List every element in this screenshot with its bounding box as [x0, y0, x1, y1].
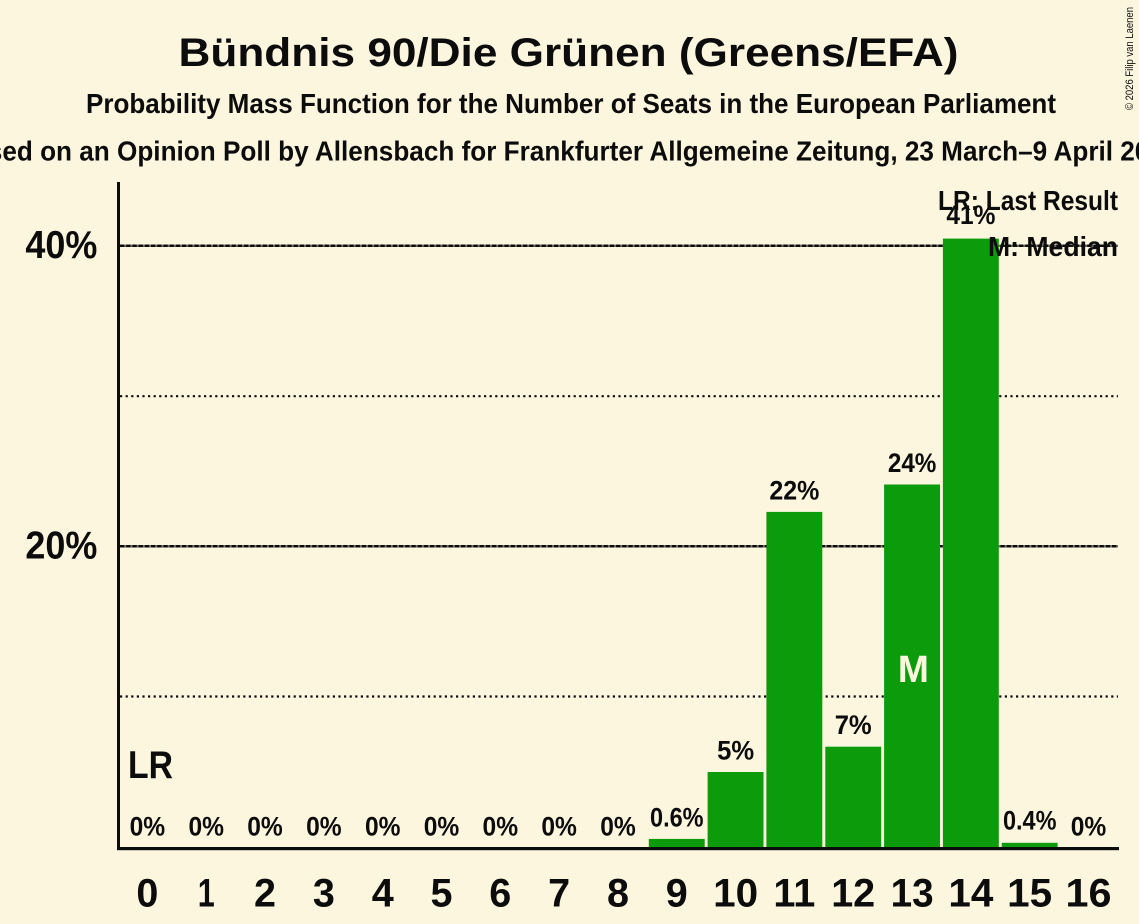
svg-text:22%: 22% [769, 475, 819, 505]
svg-text:0.6%: 0.6% [650, 803, 704, 833]
svg-text:Based on an Opinion Poll by Al: Based on an Opinion Poll by Allensbach f… [0, 135, 1139, 166]
svg-text:0%: 0% [306, 811, 342, 841]
svg-text:10: 10 [713, 871, 758, 915]
svg-text:24%: 24% [888, 448, 937, 478]
svg-text:0: 0 [136, 871, 158, 915]
svg-text:0%: 0% [130, 811, 166, 841]
svg-text:13: 13 [891, 871, 934, 915]
svg-text:0%: 0% [365, 811, 401, 841]
svg-text:41%: 41% [946, 200, 995, 230]
svg-text:40%: 40% [25, 224, 97, 267]
svg-text:7: 7 [548, 871, 570, 915]
svg-text:0.4%: 0.4% [1003, 806, 1057, 836]
svg-text:15: 15 [1007, 871, 1052, 915]
svg-text:1: 1 [198, 871, 215, 915]
svg-text:0%: 0% [424, 811, 460, 841]
svg-text:3: 3 [313, 871, 335, 915]
svg-text:2: 2 [254, 871, 276, 915]
svg-text:M: Median: M: Median [988, 231, 1118, 262]
svg-text:6: 6 [489, 871, 511, 915]
svg-text:0%: 0% [1071, 811, 1107, 841]
svg-text:12: 12 [831, 871, 875, 915]
svg-text:0%: 0% [541, 811, 577, 841]
svg-text:M: M [898, 649, 929, 691]
svg-text:8: 8 [607, 871, 629, 915]
svg-text:0%: 0% [188, 811, 224, 841]
svg-text:© 2026 Filip van Laenen: © 2026 Filip van Laenen [1124, 7, 1136, 110]
svg-text:5: 5 [431, 871, 453, 915]
svg-text:9: 9 [666, 871, 688, 915]
svg-text:4: 4 [372, 871, 394, 915]
svg-text:20%: 20% [25, 525, 97, 568]
svg-text:0%: 0% [483, 811, 519, 841]
svg-text:14: 14 [948, 871, 993, 915]
svg-text:Bündnis 90/Die Grünen (Greens/: Bündnis 90/Die Grünen (Greens/EFA) [179, 31, 959, 75]
svg-text:LR: Last Result: LR: Last Result [938, 185, 1118, 216]
svg-text:5%: 5% [717, 735, 754, 765]
svg-text:16: 16 [1066, 871, 1112, 915]
svg-text:0%: 0% [600, 811, 636, 841]
svg-text:LR: LR [128, 744, 173, 787]
svg-text:0%: 0% [247, 811, 283, 841]
svg-text:11: 11 [773, 871, 815, 915]
svg-text:7%: 7% [835, 710, 872, 740]
svg-text:Probability Mass Function for: Probability Mass Function for the Number… [86, 88, 1056, 119]
